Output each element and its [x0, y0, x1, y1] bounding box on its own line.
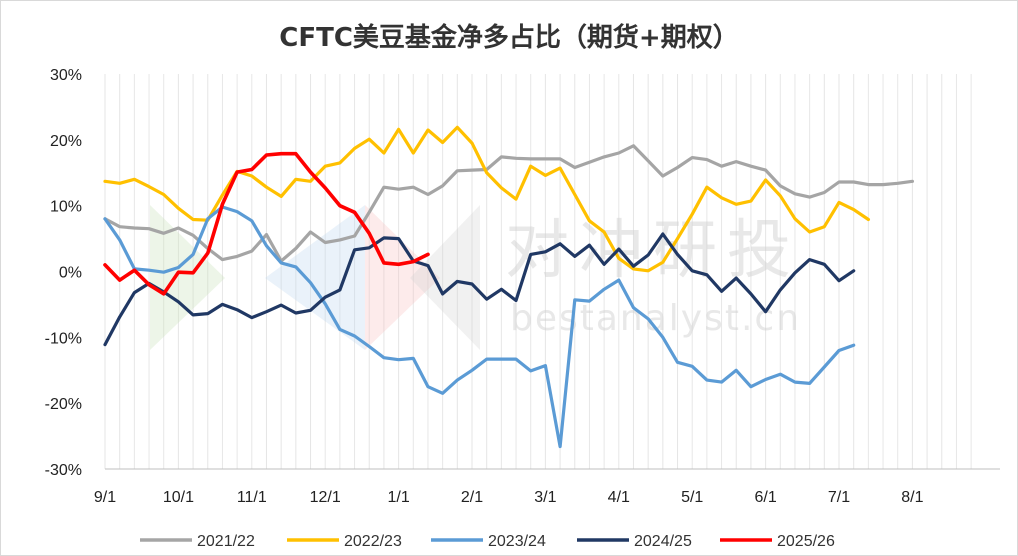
x-tick-label: 11/1	[237, 489, 267, 506]
x-tick-label: 12/1	[310, 489, 341, 506]
y-axis: 30% 20% 10% 0% -10% -20% -30%	[45, 67, 82, 479]
legend-item: 2025/26	[720, 533, 835, 550]
watermark-arrow-green-icon	[150, 205, 225, 350]
series-line-2025-26	[103, 151, 430, 296]
x-tick-label: 5/1	[681, 489, 703, 506]
x-tick-label: 1/1	[387, 489, 409, 506]
watermark-cn: 对冲研投	[505, 214, 801, 288]
chart-title: CFTC美豆基金净多占比（期货+期权）	[279, 22, 738, 53]
x-tick-label: 4/1	[608, 489, 630, 506]
watermark-arrow-gray-icon	[410, 205, 480, 350]
x-tick-label: 8/1	[901, 489, 923, 506]
series-line-2024-25	[103, 232, 856, 347]
series-lines	[103, 125, 915, 449]
x-axis: 9/1 10/1 11/1 12/1 1/1 2/1 3/1 4/1 5/1 6/1 7/1 8/1	[94, 468, 1000, 506]
gridlines	[104, 74, 972, 469]
y-tick-label: -20%	[45, 396, 82, 413]
y-tick-label: 0%	[59, 265, 82, 282]
x-tick-label: 6/1	[754, 489, 776, 506]
legend-label: 2023/24	[488, 533, 546, 550]
x-tick-label: 3/1	[534, 489, 556, 506]
y-tick-label: 20%	[50, 133, 82, 150]
legend-item: 2021/22	[140, 533, 255, 550]
series-line-2021-22	[103, 144, 915, 263]
legend-item: 2024/25	[577, 533, 692, 550]
x-tick-label: 9/1	[94, 489, 116, 506]
legend-item: 2023/24	[431, 533, 546, 550]
y-tick-label: 10%	[50, 199, 82, 216]
y-tick-label: -30%	[45, 462, 82, 479]
legend-label: 2021/22	[197, 533, 255, 550]
legend-item: 2022/23	[287, 533, 402, 550]
x-tick-label: 2/1	[461, 489, 483, 506]
y-tick-label: 30%	[50, 67, 82, 84]
legend-label: 2024/25	[634, 533, 692, 550]
y-tick-label: -10%	[45, 330, 82, 347]
x-tick-label: 7/1	[828, 489, 850, 506]
watermark-en: bestanalyst.cn	[510, 298, 801, 339]
legend-label: 2022/23	[344, 533, 402, 550]
x-tick-label: 10/1	[163, 489, 194, 506]
legend: 2021/22 2022/23 2023/24 2024/25 2025/26	[140, 533, 835, 550]
watermark-arrow-red-icon	[365, 205, 440, 350]
legend-label: 2025/26	[777, 533, 835, 550]
series-line-2023-24	[103, 205, 856, 449]
watermark: 对冲研投 bestanalyst.cn	[150, 205, 801, 350]
